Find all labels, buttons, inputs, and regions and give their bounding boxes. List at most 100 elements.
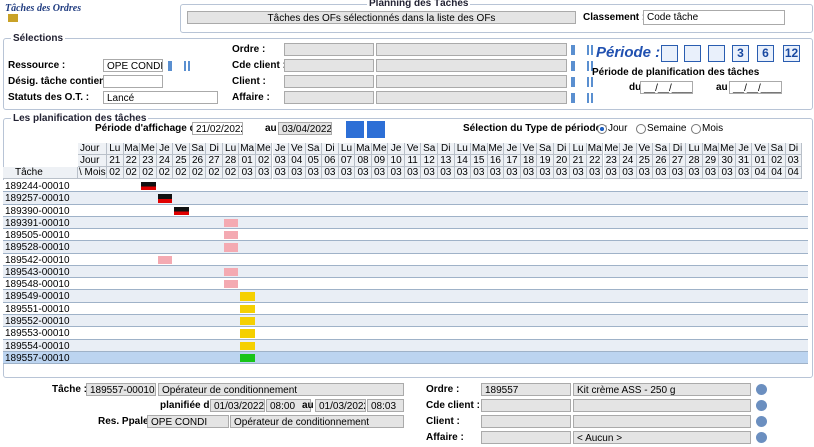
day-number: 06 [322, 155, 339, 167]
weekday: Me [487, 143, 505, 155]
task-row[interactable] [3, 265, 808, 279]
task-row[interactable] [3, 339, 808, 352]
task-bar[interactable] [240, 304, 255, 313]
previous-button[interactable] [346, 121, 364, 138]
task-bar[interactable] [174, 206, 189, 215]
next-button[interactable] [367, 121, 385, 138]
task-row[interactable] [3, 180, 808, 193]
display-to[interactable]: 03/04/2022 [278, 122, 332, 135]
task-bar[interactable] [223, 280, 239, 289]
task-row[interactable] [3, 204, 808, 217]
task-bar[interactable] [223, 267, 239, 277]
weekday: Sa [653, 143, 670, 155]
task-bar[interactable] [240, 341, 255, 350]
month: 03 [487, 167, 505, 179]
from-input[interactable]: __/__/____ [640, 81, 693, 94]
description: Tâches des OFs sélectionnés dans la list… [187, 11, 576, 24]
customer-order-label: Cde client : [426, 400, 480, 411]
gear-icon[interactable] [756, 400, 767, 411]
month: 03 [553, 167, 571, 179]
month: 03 [305, 167, 323, 179]
selection-input[interactable] [284, 43, 374, 56]
month: 03 [388, 167, 405, 179]
group-title: Planning des Tâches [367, 0, 471, 9]
period-button[interactable]: 12 [783, 45, 800, 62]
display-label: Période d'affichage du [95, 123, 202, 134]
period-button[interactable]: 6 [757, 45, 774, 62]
weekday: Je [272, 143, 290, 155]
selection-input[interactable] [376, 75, 567, 88]
radio[interactable] [597, 124, 607, 134]
task-row[interactable] [3, 216, 808, 230]
day-number: 24 [156, 155, 174, 167]
selection-input[interactable] [284, 75, 374, 88]
radio[interactable] [636, 124, 646, 134]
task-code: 189391-00010 [5, 217, 70, 229]
month: 03 [719, 167, 736, 179]
gantt-grid: Jour Jour Tâche \ Mois Lu 21 02 Ma 22 02 Me 23 02 Je 2… [3, 143, 811, 377]
task-row[interactable] [3, 290, 808, 303]
task-bar[interactable] [157, 194, 173, 203]
gear-icon[interactable] [756, 432, 767, 443]
sort-select[interactable]: Code tâche [643, 10, 785, 25]
task-input[interactable] [103, 75, 163, 88]
customer-order-label: Cde client : [232, 60, 286, 71]
month: 03 [504, 167, 521, 179]
day-number: 23 [603, 155, 621, 167]
selection-input[interactable] [376, 59, 567, 72]
month: 03 [255, 167, 273, 179]
radio[interactable] [691, 124, 701, 134]
weekday: Me [719, 143, 736, 155]
task-bar[interactable] [223, 218, 239, 228]
task-bar[interactable] [240, 329, 255, 338]
selection-input[interactable] [284, 59, 374, 72]
task-row[interactable] [3, 253, 808, 266]
selection-input[interactable] [284, 91, 374, 104]
task-bar[interactable] [157, 255, 173, 264]
task-row[interactable] [3, 241, 808, 254]
task-row[interactable] [3, 314, 808, 328]
month: 03 [570, 167, 587, 179]
task-bar[interactable] [141, 182, 156, 191]
task-row[interactable] [3, 327, 808, 340]
display-from[interactable]: 21/02/2022 [192, 122, 243, 135]
weekday: Ma [471, 143, 488, 155]
selection-input[interactable] [376, 91, 567, 104]
logo: Tâches des Ordres [5, 3, 82, 14]
task-code: 189548-00010 [5, 279, 70, 291]
day-number: 04 [289, 155, 306, 167]
period-button[interactable]: 3 [732, 45, 749, 62]
resource-code: OPE CONDI [147, 415, 229, 428]
planning-title: Les planification des tâches [11, 113, 149, 124]
gear-icon[interactable] [756, 416, 767, 427]
status-label: Statuts des O.T. : [8, 92, 90, 103]
client-label: Client : [426, 416, 460, 427]
task-bar[interactable] [240, 316, 255, 326]
task-row[interactable] [3, 302, 808, 315]
task-row[interactable] [3, 192, 808, 205]
to-input[interactable]: __/__/____ [729, 81, 782, 94]
gear-icon[interactable] [756, 384, 767, 395]
period-grid-button[interactable] [708, 45, 725, 62]
period-week-button[interactable] [661, 45, 678, 62]
task-bar[interactable] [223, 243, 239, 252]
day-number: 14 [454, 155, 472, 167]
day-number: 25 [636, 155, 654, 167]
task-row[interactable] [3, 278, 808, 291]
task-bar[interactable] [223, 231, 239, 240]
task-code: 189553-00010 [5, 328, 70, 340]
period-month-button[interactable] [684, 45, 701, 62]
month: 03 [603, 167, 621, 179]
task-bar[interactable] [240, 353, 255, 363]
status-select[interactable]: Lancé [103, 91, 218, 104]
task-row[interactable] [3, 229, 808, 242]
month: 04 [752, 167, 769, 179]
selection-input[interactable] [376, 43, 567, 56]
day-number: 01 [752, 155, 769, 167]
day-number: 28 [222, 155, 240, 167]
task-row[interactable] [3, 351, 808, 365]
month: 03 [653, 167, 670, 179]
weekday: Ma [123, 143, 141, 155]
task-bar[interactable] [240, 292, 255, 301]
resource-input[interactable]: OPE CONDI [103, 59, 163, 72]
